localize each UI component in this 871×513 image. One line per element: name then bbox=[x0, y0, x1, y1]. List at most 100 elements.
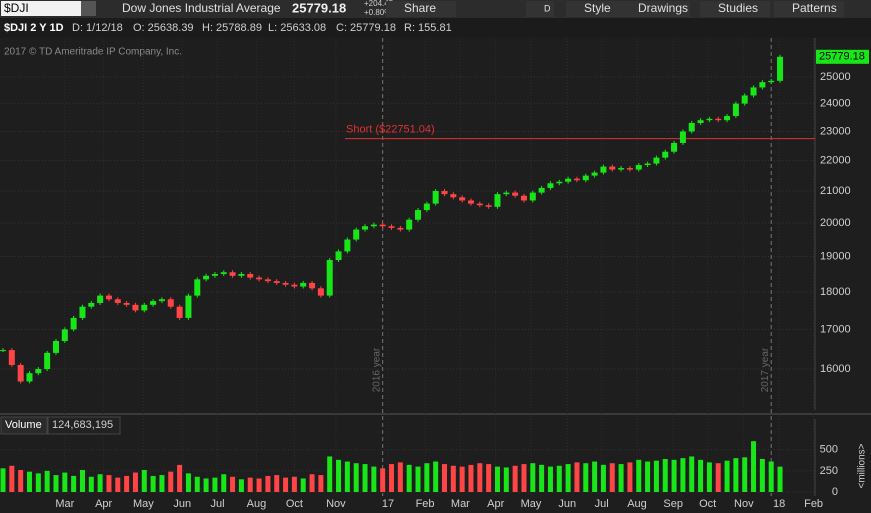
volume-bar bbox=[653, 460, 659, 492]
info-field: L: 25633.08 bbox=[268, 22, 326, 34]
candle bbox=[52, 341, 59, 353]
volume-bar bbox=[724, 460, 730, 492]
x-tick-label: Oct bbox=[699, 498, 716, 510]
change: +204.45 bbox=[364, 0, 394, 8]
volume-bar bbox=[689, 456, 695, 492]
candle bbox=[432, 191, 439, 204]
candle bbox=[459, 197, 466, 201]
volume-bar bbox=[406, 464, 412, 492]
x-tick-label: Aug bbox=[247, 498, 267, 510]
candle bbox=[229, 272, 236, 276]
volume-bar bbox=[265, 475, 271, 492]
volume-tick-label: 250 bbox=[820, 465, 838, 477]
candle bbox=[494, 194, 501, 207]
volume-bar bbox=[26, 471, 32, 492]
candle bbox=[529, 192, 536, 201]
candle bbox=[644, 163, 651, 166]
candle bbox=[264, 279, 271, 282]
candle bbox=[724, 116, 731, 121]
volume-bar bbox=[44, 470, 50, 492]
x-tick-label: Nov bbox=[734, 498, 754, 510]
x-tick-label: Aug bbox=[627, 498, 647, 510]
volume-bar bbox=[168, 471, 174, 492]
toolbar-button[interactable] bbox=[774, 1, 844, 17]
candle bbox=[573, 178, 580, 181]
volume-bar bbox=[53, 475, 59, 492]
candle bbox=[300, 282, 307, 287]
volume-bar bbox=[671, 459, 677, 492]
volume-bar bbox=[177, 464, 183, 492]
candle bbox=[185, 295, 192, 318]
x-tick-label: Mar bbox=[55, 498, 74, 510]
volume-bar bbox=[371, 466, 377, 492]
volume-bar bbox=[627, 462, 633, 492]
volume-bar bbox=[698, 459, 704, 492]
candle bbox=[114, 299, 121, 303]
candle bbox=[388, 226, 395, 228]
candle bbox=[379, 224, 386, 227]
candle bbox=[203, 275, 210, 280]
toolbar-button[interactable] bbox=[526, 1, 554, 17]
volume-bar bbox=[450, 465, 456, 492]
candle bbox=[123, 302, 130, 305]
volume-bar bbox=[79, 470, 85, 492]
change-pct: +0.80% bbox=[364, 8, 391, 17]
candle bbox=[706, 118, 713, 121]
candle bbox=[150, 301, 157, 305]
volume-bar bbox=[645, 461, 651, 492]
volume-bar bbox=[106, 475, 112, 492]
toolbar-button-label: Drawings bbox=[638, 1, 688, 15]
toolbar-button-label: Studies bbox=[718, 1, 758, 15]
volume-bar bbox=[212, 477, 218, 492]
candle bbox=[141, 304, 148, 311]
volume-bar bbox=[636, 459, 642, 492]
volume-bar bbox=[309, 474, 315, 492]
toolbar-button[interactable] bbox=[566, 1, 636, 17]
last-price-tag bbox=[816, 49, 869, 64]
x-tick-label: May bbox=[521, 498, 542, 510]
candle bbox=[247, 274, 254, 278]
candle bbox=[565, 178, 572, 182]
candle bbox=[688, 122, 695, 132]
candle bbox=[520, 195, 527, 201]
info-field: H: 25788.89 bbox=[202, 22, 262, 34]
candle bbox=[273, 281, 280, 283]
volume-bar bbox=[362, 464, 368, 492]
toolbar-button[interactable] bbox=[386, 1, 456, 17]
toolbar-button[interactable] bbox=[620, 1, 690, 17]
candle bbox=[503, 192, 510, 195]
candle bbox=[256, 277, 263, 280]
volume-bar bbox=[777, 466, 783, 492]
volume-bar bbox=[494, 466, 500, 492]
candle bbox=[582, 175, 589, 181]
candle bbox=[97, 295, 104, 303]
volume-bar bbox=[238, 479, 244, 492]
symbol-input[interactable] bbox=[1, 1, 81, 16]
toolbar-button[interactable] bbox=[700, 1, 770, 17]
candle bbox=[547, 183, 554, 188]
candle bbox=[61, 329, 68, 342]
panel-divider bbox=[0, 413, 871, 415]
candle bbox=[485, 205, 492, 207]
volume-bar bbox=[759, 459, 765, 492]
volume-bar bbox=[415, 466, 421, 492]
x-tick-label: Jul bbox=[595, 498, 609, 510]
symbol-dropdown[interactable] bbox=[81, 1, 96, 16]
candle bbox=[441, 191, 448, 195]
volume-bar bbox=[441, 464, 447, 492]
volume-bar bbox=[547, 466, 553, 492]
y-tick-label: 25000 bbox=[820, 71, 851, 83]
volume-bar bbox=[592, 461, 598, 492]
candle bbox=[35, 369, 42, 374]
volume-bar bbox=[768, 461, 774, 492]
x-tick-label: May bbox=[133, 498, 154, 510]
candle bbox=[476, 203, 483, 206]
last-price: 25779.18 bbox=[292, 0, 346, 15]
volume-bar bbox=[0, 468, 6, 492]
volume-bar bbox=[115, 477, 121, 492]
candle bbox=[326, 260, 333, 296]
candle bbox=[238, 274, 245, 276]
x-tick-label: Jun bbox=[558, 498, 576, 510]
candle bbox=[397, 227, 404, 230]
volume-bar bbox=[97, 474, 103, 492]
